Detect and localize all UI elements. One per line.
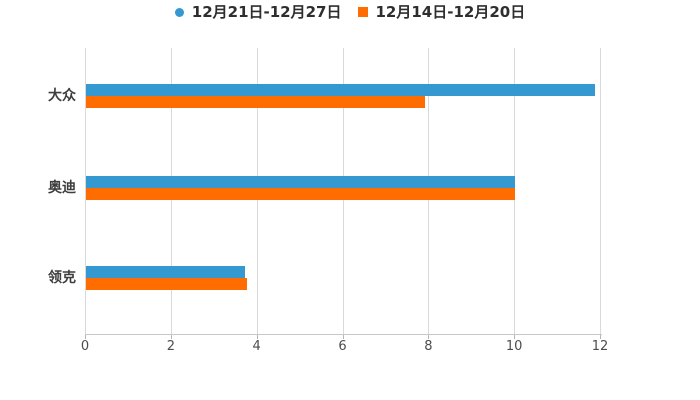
y-axis-label: 奥迪 — [48, 180, 76, 196]
square-marker-icon — [357, 7, 368, 17]
y-axis-label: 领克 — [48, 270, 76, 286]
circle-marker-icon — [174, 7, 184, 17]
legend-item-2-label: 12月14日-12月20日 — [375, 3, 526, 21]
bar[interactable] — [86, 96, 426, 108]
axis-tick — [85, 334, 86, 339]
x-axis-label: 10 — [505, 339, 523, 354]
x-axis-label: 8 — [424, 339, 433, 354]
bar[interactable] — [86, 266, 245, 278]
axis-tick — [428, 334, 430, 339]
legend-item-1[interactable]: 12月21日-12月27日 — [174, 3, 342, 21]
legend: 12月21日-12月27日 12月14日-12月20日 — [0, 3, 700, 21]
x-axis-line — [85, 334, 602, 335]
x-axis-label: 2 — [166, 339, 175, 354]
gridline — [600, 48, 601, 334]
bar[interactable] — [86, 188, 516, 200]
axis-tick — [170, 334, 172, 339]
axis-tick — [514, 334, 516, 339]
y-axis-label: 大众 — [48, 88, 76, 104]
axis-tick — [256, 334, 258, 339]
legend-item-1-label: 12月21日-12月27日 — [191, 3, 342, 21]
x-axis-label: 6 — [338, 339, 347, 354]
bar[interactable] — [86, 278, 247, 290]
x-axis-label: 12 — [591, 339, 609, 354]
gridline — [85, 48, 86, 334]
legend-item-2[interactable]: 12月14日-12月20日 — [357, 3, 526, 21]
axis-tick — [342, 334, 344, 339]
bar[interactable] — [86, 176, 516, 188]
x-axis-label: 0 — [80, 339, 90, 354]
bar[interactable] — [86, 84, 595, 96]
x-axis-label: 4 — [252, 339, 261, 354]
axis-tick — [600, 334, 601, 339]
